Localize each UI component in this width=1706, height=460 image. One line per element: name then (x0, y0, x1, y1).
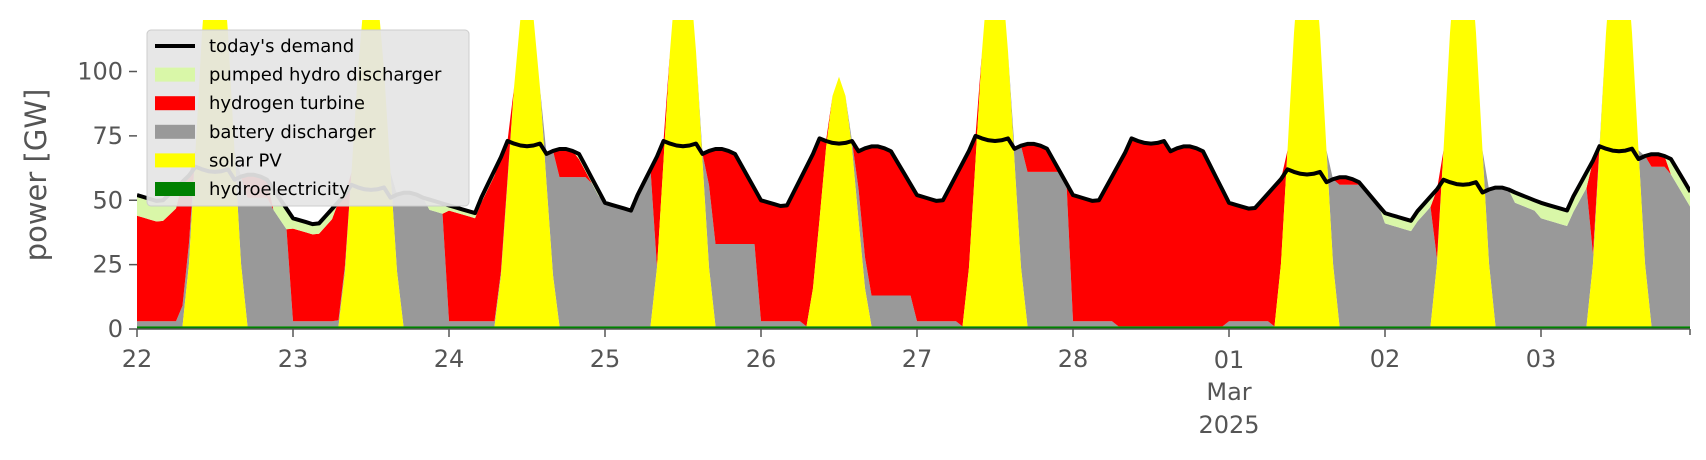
x-tick-label: 24 (434, 345, 465, 373)
legend-entry-label: hydroelectricity (209, 179, 350, 200)
legend-swatch (155, 67, 195, 82)
legend-entry-label: today's demand (209, 36, 354, 57)
legend-entry-label: pumped hydro discharger (209, 65, 442, 86)
x-tick-label: 23 (278, 345, 309, 373)
legend-swatch (155, 124, 195, 139)
x-tick-label: 27 (902, 345, 933, 373)
x-tick-label: 26 (746, 345, 777, 373)
x-tick-label: 22 (122, 345, 153, 373)
y-axis-label: power [GW] (19, 89, 53, 262)
legend-entry-label: hydrogen turbine (209, 93, 365, 114)
y-tick-label: 50 (92, 186, 123, 214)
legend-box (146, 29, 470, 207)
legend-entry-label: solar PV (209, 150, 282, 171)
x-month-label: Mar (1206, 378, 1251, 406)
stacked-areas (137, 20, 1690, 329)
x-year-label: 2025 (1198, 411, 1259, 439)
x-tick-label: 28 (1058, 345, 1089, 373)
legend-swatch (155, 182, 195, 196)
y-tick-label: 75 (92, 122, 123, 150)
area-battery-discharger (137, 20, 1690, 327)
x-tick-label: 03 (1526, 345, 1557, 373)
x-tick-label: 01 (1214, 346, 1245, 374)
x-tick-label: 25 (590, 345, 621, 373)
legend-entry-label: battery discharger (209, 122, 376, 143)
axes: 0 25 50 75 100 power [GW] 22 23 24 25 26 27 28 01 02 03… (19, 58, 1691, 439)
area-hydrogen-turbine (137, 20, 1690, 327)
legend-swatch (155, 96, 195, 111)
legend-swatch (155, 153, 195, 168)
y-tick-label: 25 (92, 251, 123, 279)
legend: today's demand pumped hydro discharger hyd… (146, 29, 470, 207)
y-tick-label: 100 (77, 58, 123, 86)
area-solar-pv (137, 20, 1690, 327)
y-tick-label: 0 (108, 315, 123, 343)
x-tick-label: 02 (1370, 345, 1401, 373)
